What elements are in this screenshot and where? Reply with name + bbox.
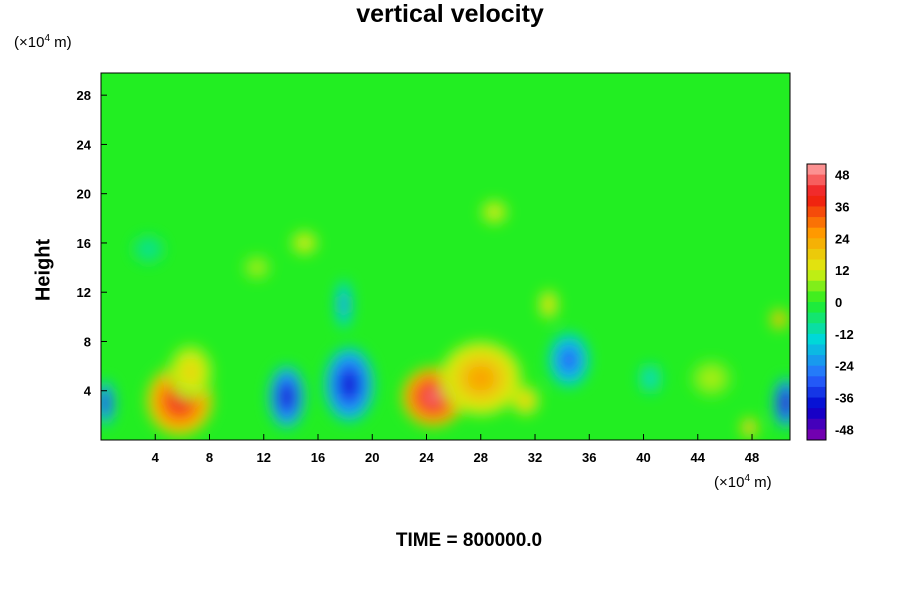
colorbar-tick-label: 24 bbox=[835, 231, 850, 246]
heatmap-cell bbox=[186, 367, 195, 377]
colorbar-segment bbox=[807, 227, 826, 239]
colorbar-tick-label: 48 bbox=[835, 168, 849, 183]
x-tick-label: 24 bbox=[419, 450, 434, 465]
colorbar-segment bbox=[807, 344, 826, 356]
x-tick-label: 12 bbox=[257, 450, 271, 465]
heatmap-cell bbox=[523, 398, 528, 404]
x-tick-label: 28 bbox=[474, 450, 488, 465]
colorbar-segment bbox=[807, 291, 826, 303]
colorbar-tick-label: -36 bbox=[835, 391, 854, 406]
time-label: TIME = 800000.0 bbox=[395, 530, 543, 551]
colorbar-segment bbox=[807, 302, 826, 314]
heatmap-cell bbox=[565, 355, 573, 365]
colorbar-segment bbox=[807, 376, 826, 388]
colorbar-segment bbox=[807, 408, 826, 420]
y-tick-label: 16 bbox=[77, 236, 91, 251]
y-tick-label: 20 bbox=[77, 187, 91, 202]
colorbar-segment bbox=[807, 185, 826, 197]
colorbar-segment bbox=[807, 174, 826, 186]
heatmap-cell bbox=[103, 399, 107, 407]
colorbar-segment bbox=[807, 429, 826, 441]
colorbar-segment bbox=[807, 333, 826, 345]
y-tick-label: 4 bbox=[84, 384, 92, 399]
colorbar-frame bbox=[806, 163, 827, 441]
colorbar-segment bbox=[807, 280, 826, 292]
colorbar-segment bbox=[807, 397, 826, 409]
y-unit-suffix: m) bbox=[50, 34, 72, 51]
plot-frame bbox=[100, 72, 791, 441]
colorbar-segment bbox=[807, 270, 826, 282]
x-tick-label: 36 bbox=[582, 450, 596, 465]
heatmap-cell bbox=[345, 378, 354, 391]
colorbar-segment bbox=[807, 365, 826, 377]
colorbar-tick-label: 0 bbox=[835, 295, 842, 310]
colorbar-segment bbox=[807, 238, 826, 250]
x-tick-label: 48 bbox=[745, 450, 759, 465]
x-unit-exponent: 4 bbox=[744, 473, 751, 484]
x-tick-label: 20 bbox=[365, 450, 379, 465]
colorbar-tick-label: -12 bbox=[835, 327, 854, 342]
colorbar-segment bbox=[807, 355, 826, 367]
heatmap-cell bbox=[302, 240, 307, 246]
heatmap-cell bbox=[546, 302, 551, 307]
heatmap-cell bbox=[777, 317, 781, 321]
x-tick-label: 8 bbox=[206, 450, 213, 465]
y-tick-label: 24 bbox=[77, 137, 92, 152]
colorbar-segment bbox=[807, 418, 826, 430]
x-tick-label: 16 bbox=[311, 450, 325, 465]
x-tick-label: 32 bbox=[528, 450, 542, 465]
colorbar-segment bbox=[807, 195, 826, 207]
y-tick-label: 12 bbox=[77, 285, 91, 300]
x-unit-prefix: (×10 bbox=[714, 474, 745, 491]
colorbar-segment bbox=[807, 386, 826, 399]
x-tick-label: 44 bbox=[691, 450, 706, 465]
heatmap-cell bbox=[283, 391, 290, 403]
y-axis-ticks: 4 8 12 16 20 24 28 bbox=[77, 88, 107, 399]
x-unit-suffix: m) bbox=[750, 474, 772, 491]
heatmap-cell bbox=[145, 246, 152, 252]
colorbar-segment bbox=[807, 164, 826, 176]
heatmap-features bbox=[101, 199, 790, 438]
y-tick-label: 28 bbox=[77, 88, 91, 103]
colorbar-tick-label: 12 bbox=[835, 263, 849, 278]
heatmap-cell bbox=[428, 391, 439, 402]
heatmap-cell bbox=[473, 372, 488, 385]
x-axis-unit: (×104 m) bbox=[714, 473, 772, 491]
x-axis-ticks: 4 8 12 16 20 24 28 32 36 40 44 48 bbox=[152, 434, 759, 465]
heatmap-cell bbox=[707, 375, 715, 382]
heatmap-cell bbox=[342, 300, 346, 309]
colorbar-segment bbox=[807, 217, 826, 229]
chart-title: vertical velocity bbox=[356, 0, 544, 28]
colorbar-segment bbox=[807, 206, 826, 218]
x-tick-label: 4 bbox=[152, 450, 160, 465]
colorbar: 48 36 24 12 0 -12 -24 -36 -48 bbox=[806, 163, 855, 441]
colorbar-segment bbox=[807, 312, 826, 324]
y-unit-exponent: 4 bbox=[44, 33, 51, 44]
colorbar-segment bbox=[807, 323, 826, 335]
heatmap-cell bbox=[747, 426, 751, 430]
heatmap-cell bbox=[648, 375, 653, 382]
y-tick-label: 8 bbox=[84, 334, 91, 349]
heatmap-cell bbox=[254, 265, 260, 270]
colorbar-tick-label: -24 bbox=[835, 359, 855, 374]
colorbar-segment bbox=[807, 248, 826, 261]
heatmap-field bbox=[101, 73, 790, 440]
colorbar-tick-label: -48 bbox=[835, 422, 854, 437]
y-unit-prefix: (×10 bbox=[14, 34, 45, 51]
colorbar-tick-label: 36 bbox=[835, 199, 849, 214]
heatmap-cell bbox=[783, 398, 788, 408]
x-tick-label: 40 bbox=[636, 450, 650, 465]
heatmap-cell bbox=[174, 394, 186, 407]
colorbar-segment bbox=[807, 259, 826, 271]
heatmap-cell bbox=[492, 210, 497, 215]
y-axis-unit: (×104 m) bbox=[14, 33, 72, 51]
